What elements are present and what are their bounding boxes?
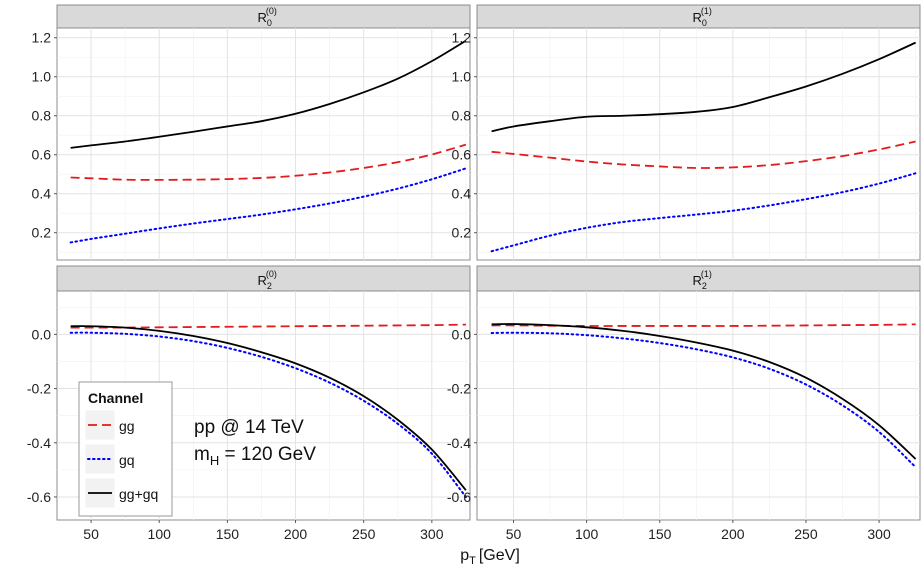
annotation-mass-subscript: H (210, 453, 219, 468)
plot-background (56, 27, 471, 261)
series-line-gg-plus-gq (70, 39, 467, 149)
series-line-gq (490, 331, 917, 469)
x-tick-label: 150 (648, 526, 672, 542)
series-line-gg-plus-gq (491, 41, 916, 133)
y-tick-label: -0.2 (447, 381, 471, 397)
x-tick-label: 250 (352, 526, 376, 542)
legend-label-gg: gg (119, 418, 135, 434)
strip-label-sup: (1) (701, 6, 712, 16)
strip-label: R0 (1) (693, 6, 712, 28)
x-tick-label: 150 (216, 526, 240, 542)
strip-label-main: R (258, 10, 267, 25)
strip-label-sup: (1) (701, 269, 712, 279)
y-tick-label: 0.8 (32, 108, 52, 124)
annotation-mass-symbol: m (194, 444, 210, 465)
strip-label-sup: (0) (266, 269, 277, 279)
strip-background (476, 265, 921, 292)
strip-label: R2 (0) (258, 269, 277, 291)
strip-label-sub: 0 (267, 18, 272, 28)
legend-entries: gg gq gg+gq (84, 409, 158, 509)
panel-1: R0 (0) 0.2 0.4 0.6 0.8 1.0 1.2 (32, 4, 471, 261)
strip-label-sub: 2 (267, 281, 272, 291)
y-tick-label: 1.0 (32, 69, 52, 85)
panel-4: R2 (1) -0.6 -0.4 -0.2 0.0 50 100 150 200 250 300 (447, 265, 921, 542)
strip-label: R0 (0) (258, 6, 277, 28)
annotation-line-2: mH = 120 GeV (194, 444, 316, 468)
series-line-gg-plus-gq (70, 325, 467, 491)
plot-background (476, 290, 921, 521)
x-tick-label: 50 (506, 526, 522, 542)
plot-background (476, 27, 921, 261)
strip-background (56, 265, 471, 292)
strip-label-main: R (693, 10, 702, 25)
legend-label-gg-plus-gq: gg+gq (119, 486, 158, 502)
x-axis-title-main: p (460, 547, 469, 564)
strip-label-main: R (693, 273, 702, 288)
legend-label-gq: gq (119, 452, 135, 468)
series-line-gg-plus-gq (491, 323, 917, 460)
strip-label-sub: 2 (702, 281, 707, 291)
y-tick-label: -0.6 (27, 489, 51, 505)
strip-label: R2 (1) (693, 269, 712, 291)
strip-label-sub: 0 (702, 18, 707, 28)
series-line-gg (70, 143, 467, 181)
series-line-gg (70, 323, 466, 329)
x-tick-label: 100 (575, 526, 599, 542)
y-tick-label: 0.0 (452, 326, 472, 342)
x-tick-label: 200 (721, 526, 745, 542)
y-tick-label: 0.6 (32, 147, 52, 163)
annotation-mass-value: = 120 GeV (219, 444, 316, 465)
y-tick-label: 1.2 (452, 30, 472, 46)
x-axis-title: pT [GeV] (460, 547, 520, 567)
y-tick-label: 1.0 (452, 69, 472, 85)
series-line-gq (69, 331, 467, 498)
x-tick-label: 100 (148, 526, 172, 542)
y-tick-label: 0.4 (452, 186, 472, 202)
facet-panels: R0(0)0.20.40.60.81.01.2R0(1)0.20.40.60.8… (27, 4, 921, 542)
y-tick-label: 0.8 (452, 108, 472, 124)
x-tick-label: 50 (83, 526, 99, 542)
y-tick-label: -0.4 (447, 435, 471, 451)
y-tick-label: 0.2 (452, 225, 472, 241)
strip-label-main: R (258, 273, 267, 288)
panel-3: R2 (0) -0.6 -0.4 -0.2 0.0 50 100 150 200 250 300 (27, 265, 471, 542)
x-axis-title-unit: [GeV] (479, 547, 520, 564)
y-tick-label: -0.6 (447, 489, 471, 505)
strip-label-sup: (0) (266, 6, 277, 16)
y-tick-label: 0.2 (32, 225, 52, 241)
series-line-gg (491, 140, 916, 169)
annotation-line-1: pp @ 14 TeV (194, 417, 304, 438)
legend-title: Channel (88, 390, 143, 406)
y-tick-label: 1.2 (32, 30, 52, 46)
x-tick-label: 300 (420, 526, 444, 542)
annotation: pp @ 14 TeV mH = 120 GeV (194, 417, 316, 468)
series-line-gq (490, 172, 917, 253)
y-tick-label: -0.2 (27, 381, 51, 397)
y-tick-label: 0.6 (452, 147, 472, 163)
legend: Channel gg gq gg+gq (78, 381, 173, 517)
x-tick-label: 200 (284, 526, 308, 542)
x-tick-label: 300 (867, 526, 891, 542)
y-tick-label: 0.4 (32, 186, 52, 202)
y-tick-label: -0.4 (27, 435, 51, 451)
x-axis-title-sub: T (469, 555, 476, 567)
panel-2: R0 (1) 0.2 0.4 0.6 0.8 1.0 1.2 (452, 4, 921, 261)
x-tick-label: 250 (794, 526, 818, 542)
y-tick-label: 0.0 (32, 326, 52, 342)
series-line-gq (69, 167, 467, 244)
